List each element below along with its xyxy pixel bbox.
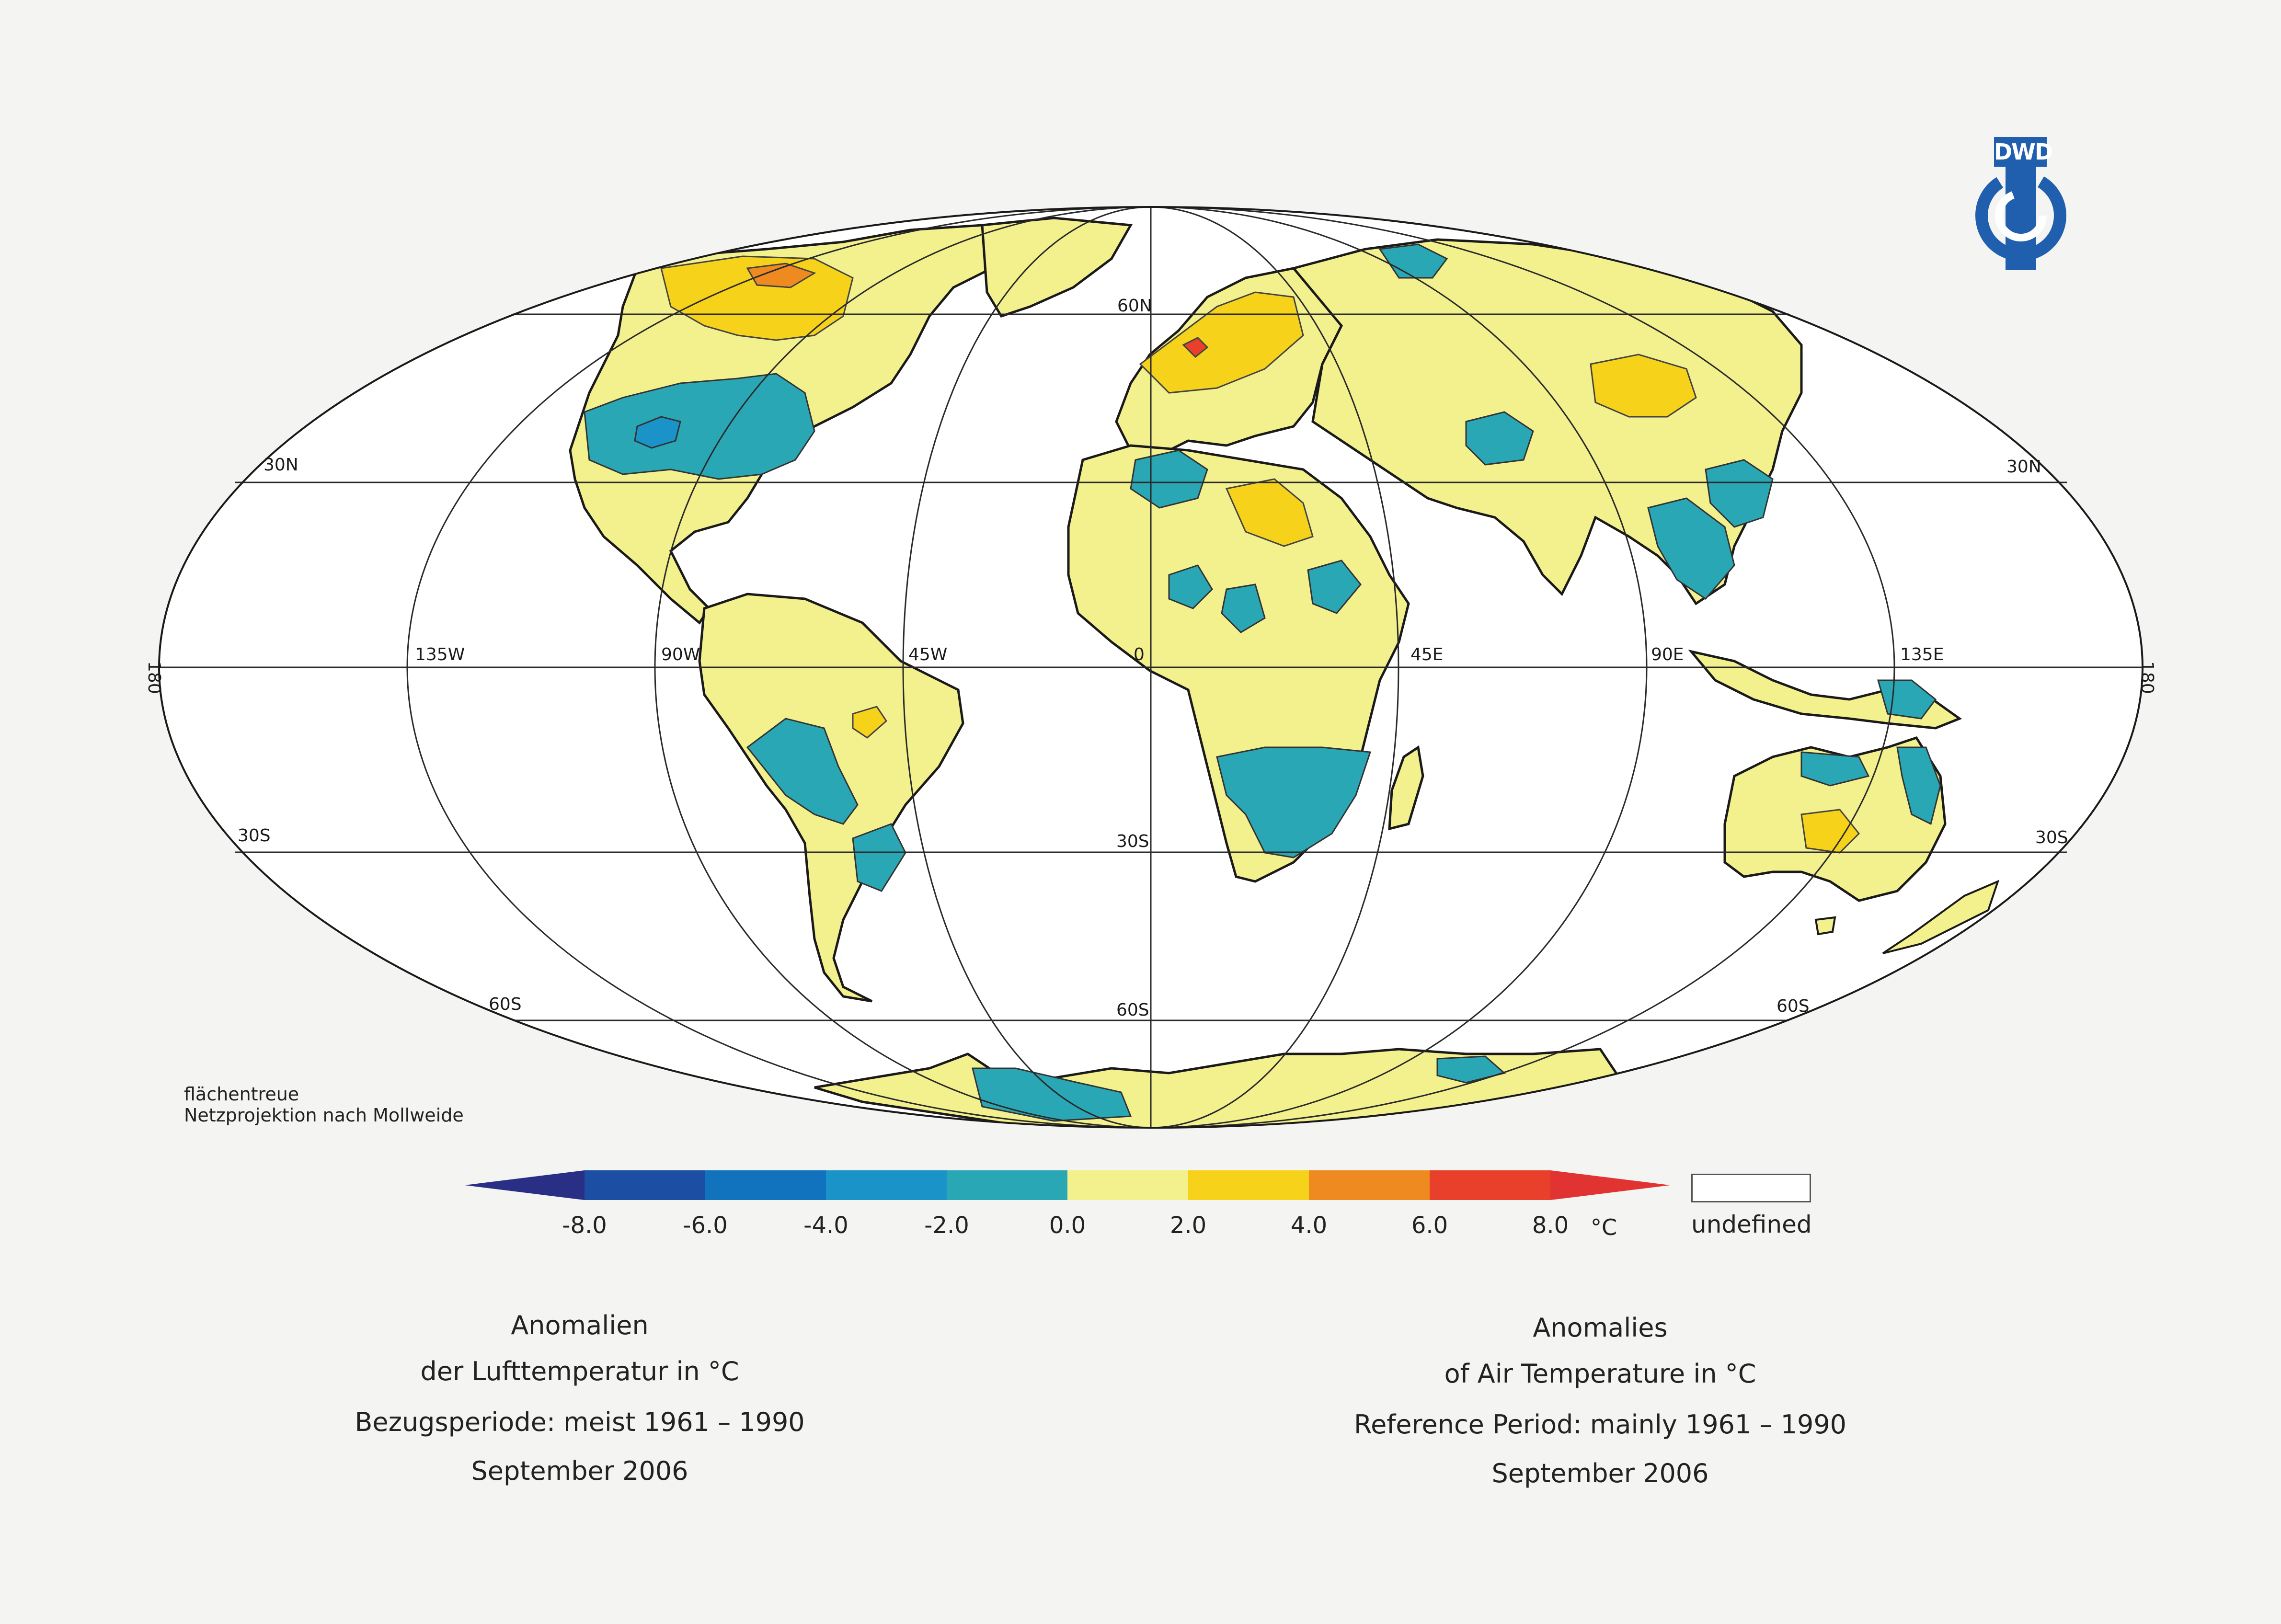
color-bar-tick-label: 2.0: [1169, 1212, 1207, 1239]
title-de-line3: Bezugsperiode: meist 1961 – 1990: [355, 1407, 805, 1437]
title-en-line4: September 2006: [1491, 1458, 1709, 1488]
anomaly-warm-siberia: [1590, 354, 1697, 418]
title-english: Anomalies of Air Temperature in °C Refer…: [1274, 1315, 1926, 1487]
label-lat-30s-right: 30S: [2035, 828, 2068, 847]
label-lon-90e: 90E: [1651, 645, 1684, 664]
projection-note: flächentreue Netzprojektion nach Mollwei…: [184, 1084, 464, 1126]
color-bar-tick-label: -4.0: [803, 1212, 848, 1239]
color-bar-segment: [705, 1170, 826, 1200]
color-bar: [465, 1170, 1670, 1200]
label-lon-0: 0: [1134, 645, 1145, 664]
anomaly-cool-siberia: [1378, 243, 1448, 279]
label-lon-135w: 135W: [415, 645, 465, 664]
label-lon-135e: 135E: [1900, 645, 1944, 664]
anomaly-cool-papua: [1877, 679, 1937, 720]
label-lat-60n: 60N: [1117, 296, 1152, 316]
label-lat-30s-left: 30S: [238, 826, 271, 846]
title-en-line2: of Air Temperature in °C: [1444, 1359, 1756, 1389]
label-lon-90w: 90W: [661, 645, 700, 664]
label-lat-30s-mid: 30S: [1116, 832, 1149, 851]
color-legend: -8.0 -6.0 -4.0 -2.0 0.0 2.0 4.0 6.0 8.0 °C undef…: [465, 1167, 1830, 1248]
dwd-spiral-icon: [1975, 166, 2066, 270]
label-lon-180-right: 180: [2137, 661, 2157, 694]
color-bar-segment: [1188, 1170, 1309, 1200]
label-lat-60s-mid: 60S: [1116, 1000, 1149, 1020]
land-new-zealand: [1882, 880, 2000, 954]
dwd-logo-text: DWD: [1994, 137, 2053, 167]
anomaly-cool-china: [1705, 459, 1774, 528]
anomaly-warm-australia: [1800, 809, 1860, 854]
color-bar-segment: [1067, 1170, 1188, 1200]
anomaly-cool-central-asia: [1465, 411, 1534, 466]
anomaly-cool-west-africa: [1130, 449, 1208, 509]
projection-note-line2: Netzprojektion nach Mollweide: [184, 1105, 464, 1126]
color-bar-segment: [585, 1170, 705, 1200]
color-bar-tick-label: -2.0: [924, 1212, 969, 1239]
label-lat-60s-right: 60S: [1777, 996, 1810, 1016]
globe-outline: [158, 206, 2143, 1129]
label-lon-180-left: 180: [144, 661, 164, 694]
color-bar-segment: [1309, 1170, 1430, 1200]
anomaly-cool-south-america: [746, 718, 859, 825]
anomaly-cool-south-america-2: [852, 823, 906, 892]
title-en-line1: Anomalies: [1533, 1313, 1668, 1343]
anomaly-cool-australia-north: [1800, 751, 1870, 787]
anomaly-warm-brazil: [852, 706, 887, 739]
color-bar-segment: [826, 1170, 947, 1200]
label-lon-45e: 45E: [1410, 645, 1444, 664]
title-de-line1: Anomalien: [511, 1310, 649, 1340]
undefined-label: undefined: [1691, 1211, 1812, 1238]
anomaly-cool-antarctica-west: [972, 1067, 1132, 1122]
color-bar-tick-label: -8.0: [562, 1212, 607, 1239]
title-en-line3: Reference Period: mainly 1961 – 1990: [1353, 1409, 1847, 1440]
anomaly-hot-europe: [1182, 337, 1209, 358]
color-bar-tick-label: -6.0: [683, 1212, 728, 1239]
label-lat-60s-left: 60S: [489, 995, 522, 1014]
anomaly-warm-europe: [1139, 291, 1304, 394]
legend-unit: °C: [1591, 1214, 1617, 1240]
anomaly-cool-central-africa: [1221, 583, 1266, 633]
label-lat-30n-left: 30N: [264, 455, 298, 475]
color-bar-tick-label: 0.0: [1049, 1212, 1086, 1239]
color-bar-arrow-low: [465, 1170, 585, 1200]
dwd-logo: DWD: [1960, 134, 2070, 273]
anomaly-cool-east-africa: [1307, 560, 1362, 614]
color-bar-tick-label: 6.0: [1411, 1212, 1448, 1239]
anomaly-hot-arctic-canada: [746, 263, 816, 288]
land-tasmania: [1814, 916, 1836, 936]
anomaly-cool-australia-east: [1896, 746, 1941, 825]
color-bar-segment: [947, 1170, 1067, 1200]
land-greenland: [981, 217, 1133, 318]
color-bar-tick-label: 8.0: [1532, 1212, 1569, 1239]
anomaly-cold-usa: [634, 416, 681, 449]
land-madagascar: [1388, 745, 1424, 831]
anomaly-cool-sahel: [1168, 564, 1213, 609]
title-de-line2: der Lufttemperatur in °C: [420, 1356, 739, 1386]
graticule-labels: 180 135W 90W 45W 0 45E 90E 135E 180 60N …: [144, 296, 2157, 1020]
projection-note-line1: flächentreue: [184, 1084, 299, 1105]
label-lat-30n-right: 30N: [2006, 457, 2041, 477]
color-bar-tick-label: 4.0: [1290, 1212, 1328, 1239]
anomaly-cool-se-asia: [1647, 497, 1735, 600]
anomaly-cool-usa: [584, 373, 815, 480]
title-de-line4: September 2006: [471, 1456, 688, 1486]
label-lon-45w: 45W: [908, 645, 947, 664]
anomaly-cool-southern-africa: [1216, 746, 1372, 858]
title-german: Anomalien der Lufttemperatur in °C Bezug…: [278, 1313, 882, 1484]
undefined-swatch: [1691, 1174, 1811, 1202]
color-bar-segment: [1430, 1170, 1550, 1200]
anomaly-warm-sahara: [1225, 478, 1314, 547]
color-bar-arrow-high: [1550, 1170, 1670, 1200]
